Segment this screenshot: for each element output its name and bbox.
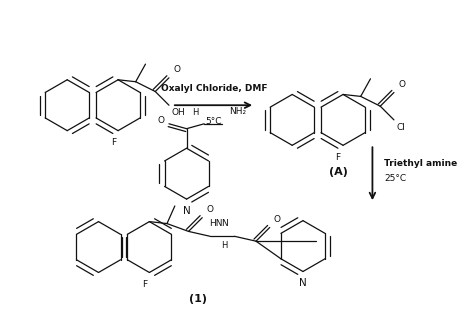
Text: (1): (1) xyxy=(189,294,207,304)
Text: O: O xyxy=(206,205,213,214)
Text: F: F xyxy=(110,138,116,147)
Text: O: O xyxy=(399,79,406,89)
Text: 5°C: 5°C xyxy=(206,117,222,126)
Text: Triethyl amine: Triethyl amine xyxy=(384,160,457,168)
Text: O: O xyxy=(273,215,281,224)
Text: OH: OH xyxy=(172,108,186,117)
Text: Cl: Cl xyxy=(397,123,406,132)
Text: N: N xyxy=(182,206,191,216)
Text: HN: HN xyxy=(209,219,223,228)
Text: Oxalyl Chloride, DMF: Oxalyl Chloride, DMF xyxy=(161,85,267,93)
Text: F: F xyxy=(142,280,147,289)
Text: N: N xyxy=(221,219,228,228)
Text: H: H xyxy=(221,241,228,250)
Text: 25°C: 25°C xyxy=(384,174,406,183)
Text: H: H xyxy=(192,108,199,117)
Text: O: O xyxy=(174,65,181,74)
Text: O: O xyxy=(157,116,164,125)
Text: F: F xyxy=(336,153,341,162)
Text: NH₂: NH₂ xyxy=(229,107,247,116)
Text: (A): (A) xyxy=(329,167,347,177)
Text: N: N xyxy=(299,278,307,288)
